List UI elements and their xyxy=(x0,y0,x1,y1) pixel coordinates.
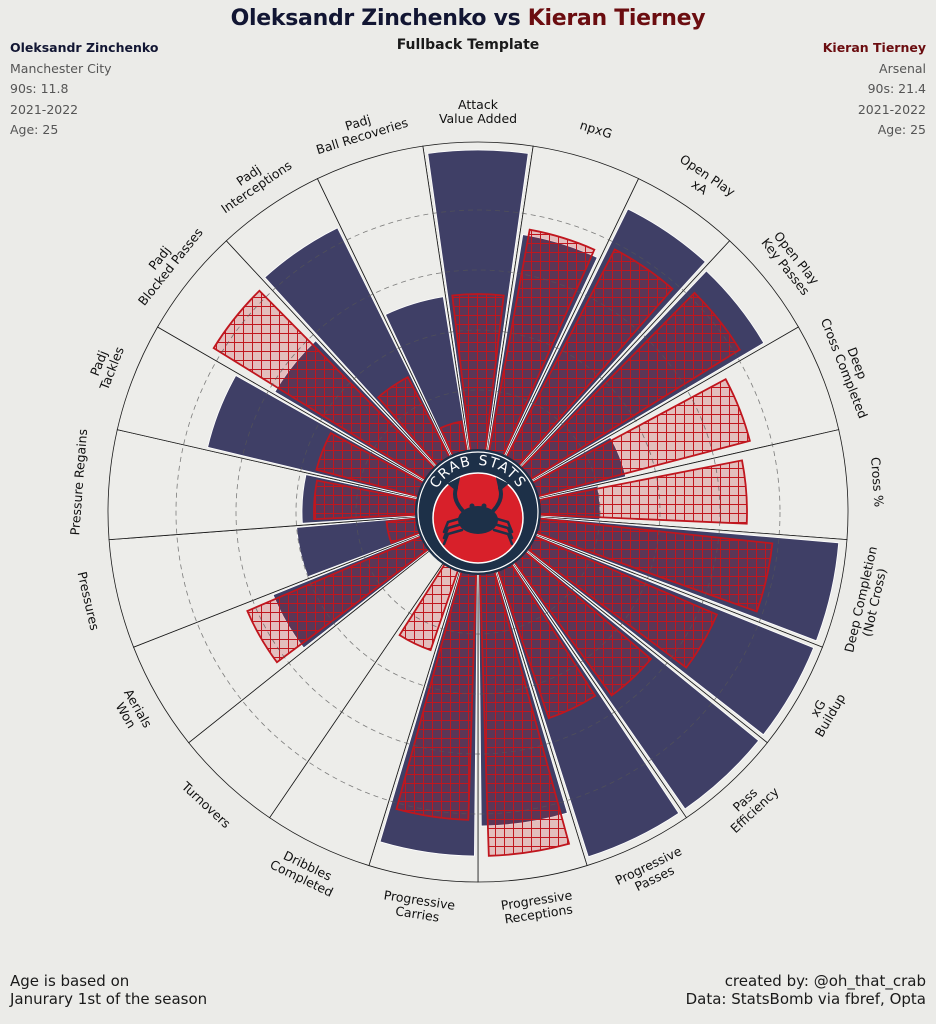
category-label-progressive-receptions: ProgressiveReceptions xyxy=(500,887,576,926)
category-label-xg-buildup: xGBuildup xyxy=(800,684,849,739)
player1-season: 2021-2022 xyxy=(10,101,79,117)
category-label-aerials-won: AerialsWon xyxy=(109,686,155,737)
footer-note-line2: Janurary 1st of the season xyxy=(10,990,208,1008)
player2-name: Kieran Tierney xyxy=(822,40,926,55)
player2-info: Kieran Tierney Arsenal 90s: 21.4 2021-20… xyxy=(823,38,926,141)
category-label-pressures: Pressures xyxy=(75,570,103,632)
player1-age: Age: 25 xyxy=(10,122,59,137)
player1-team: Manchester City xyxy=(10,60,112,76)
footer-credit-line1: created by: @oh_that_crab xyxy=(724,972,926,990)
chart-subtitle: Fullback Template xyxy=(396,37,540,53)
player1-name: Oleksandr Zinchenko xyxy=(10,40,159,55)
player2-season: 2021-2022 xyxy=(857,101,926,117)
gridlines xyxy=(175,209,781,815)
player2-age: Age: 25 xyxy=(877,122,926,137)
crab-stats-logo: CRAB STATS xyxy=(415,449,541,575)
category-label-attack-value-added: Attack Value Added xyxy=(439,97,517,126)
category-label-turnovers: Turnovers xyxy=(178,778,234,831)
gridline-40 xyxy=(295,329,661,695)
title-vs: vs xyxy=(493,6,521,31)
gridline-60 xyxy=(235,269,721,755)
category-label-npxg: npxG xyxy=(578,117,614,141)
footer-credit-line2: Data: StatsBomb via fbref, Opta xyxy=(685,990,926,1008)
logo-ring-edge xyxy=(417,451,539,573)
player1-nineties: 90s: 11.8 xyxy=(10,81,69,96)
player2-title-name: Kieran Tierney xyxy=(527,6,706,31)
player1-title-name: Oleksandr Zinchenko xyxy=(230,6,487,31)
category-label-dribbles-completed: DribblesCompleted xyxy=(268,844,342,900)
category-label-cross: Cross % xyxy=(868,457,887,508)
footer-credits: created by: @oh_that_crab Data: StatsBom… xyxy=(686,972,926,1008)
player2-nineties: 90s: 21.4 xyxy=(867,81,926,96)
category-label-pressure-regains: Pressure Regains xyxy=(67,428,90,535)
category-label-deep-completion-not-cross: Deep Completion(Not Cross) xyxy=(841,545,893,657)
category-label-padj-tackles: PadjTackles xyxy=(83,339,127,392)
crab-icon xyxy=(442,477,514,546)
footer-note: Age is based on Janurary 1st of the seas… xyxy=(10,972,207,1008)
gridline-80 xyxy=(175,209,781,815)
gridline-20 xyxy=(355,389,601,635)
category-label-padj-ball-recoveries: PadjBall Recoveries xyxy=(310,101,410,157)
player1-info: Oleksandr Zinchenko Manchester City 90s:… xyxy=(10,38,158,141)
chart-title: Oleksandr Zinchenko vs Kieran Tierney xyxy=(0,6,936,31)
category-label-progressive-carries: ProgressiveCarries xyxy=(381,887,457,926)
player2-team: Arsenal xyxy=(879,60,926,76)
footer-note-line1: Age is based on xyxy=(10,972,130,990)
